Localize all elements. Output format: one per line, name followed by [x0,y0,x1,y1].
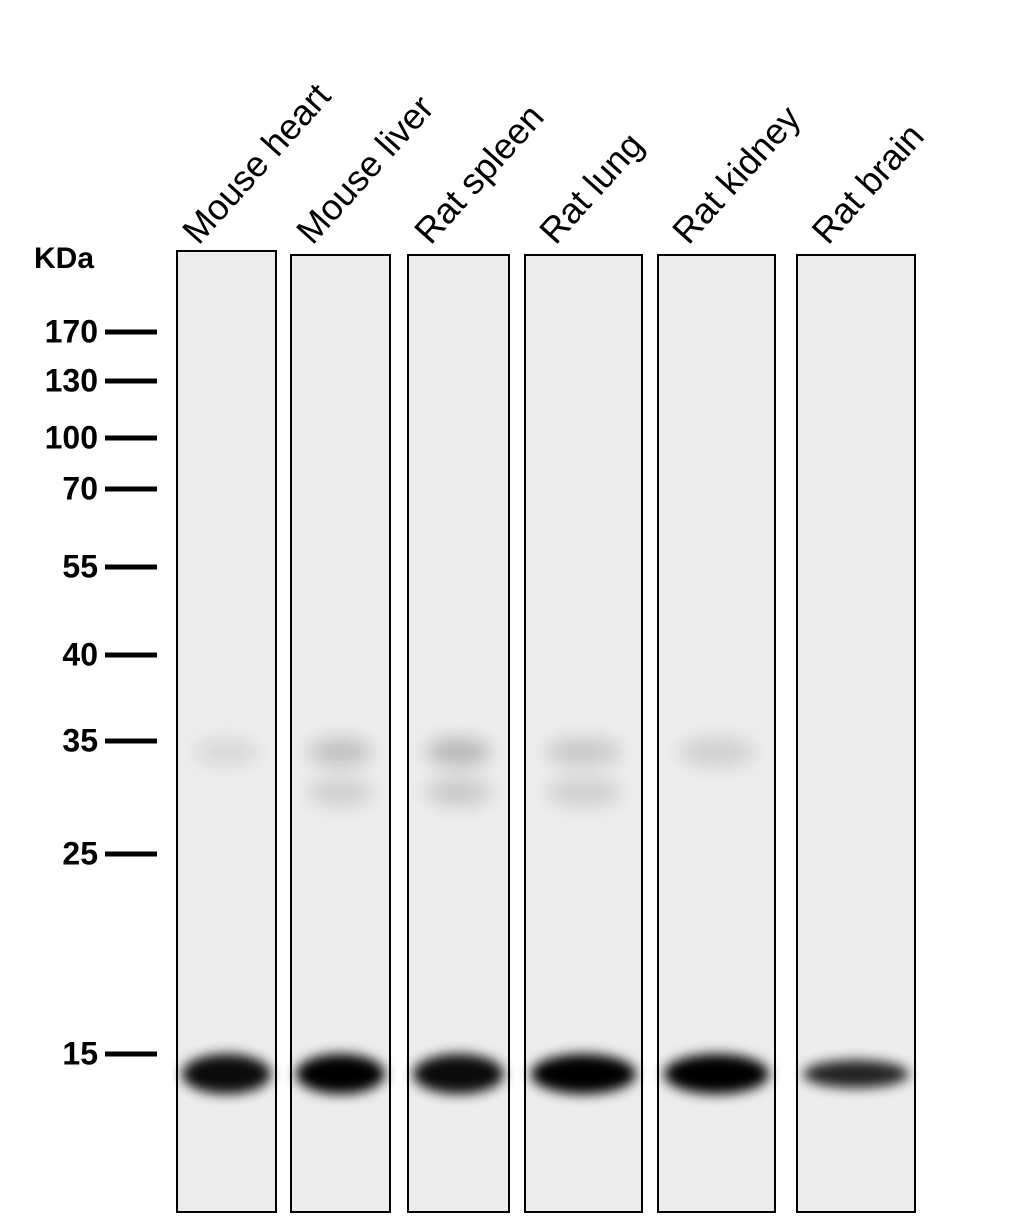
band [295,1054,386,1094]
marker-label: 55 [62,548,98,584]
marker-label: 130 [45,362,98,398]
lane-label: Rat lung [531,124,651,251]
faint-band [679,738,754,766]
lane-background [407,254,510,1213]
marker-label: 100 [45,419,98,455]
band [663,1054,770,1094]
lane-background [657,254,776,1213]
lane-background [796,254,916,1213]
lane: Rat lung [524,124,651,1213]
faint-band [546,778,621,806]
faint-band [546,738,621,766]
faint-band [194,738,259,766]
marker-label: 170 [45,313,98,349]
lane: Rat brain [796,115,932,1213]
faint-band [426,778,491,806]
lane-label: Rat kidney [664,98,808,252]
marker-label: 15 [62,1035,98,1071]
band [530,1054,637,1094]
faint-band [426,738,491,766]
lane-background [176,250,277,1213]
faint-band [308,738,373,766]
marker-label: 35 [62,722,98,758]
lane: Rat kidney [657,98,808,1213]
band [802,1060,910,1088]
marker-label: 70 [62,470,98,506]
band [413,1054,504,1094]
faint-band [308,778,373,806]
lane-label: Rat brain [803,115,931,251]
lane-background [524,254,643,1213]
unit-label: KDa [34,242,94,275]
lane-background [290,254,391,1213]
marker-label: 40 [62,636,98,672]
band [181,1054,272,1094]
marker-label: 25 [62,835,98,871]
